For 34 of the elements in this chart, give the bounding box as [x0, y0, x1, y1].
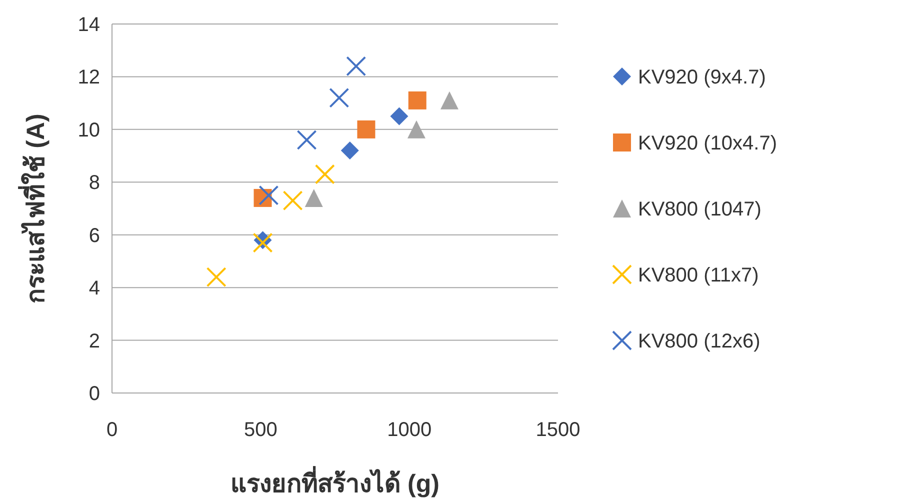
- x-tick-label: 1500: [536, 419, 580, 441]
- legend-label: KV920 (10x4.7): [638, 132, 777, 154]
- point: [282, 190, 303, 211]
- point: [296, 130, 317, 150]
- y-axis-title: กระแสไฟที่ใช้ (A): [18, 114, 50, 304]
- y-tick-label: 6: [88, 224, 100, 247]
- point: [206, 267, 226, 288]
- legend-label: KV800 (12x6): [638, 330, 760, 352]
- point: [304, 188, 323, 207]
- point: [258, 185, 279, 206]
- point: [390, 107, 408, 126]
- y-tick-label: 0: [88, 383, 100, 405]
- point: [408, 91, 426, 110]
- point: [329, 88, 350, 108]
- point: [407, 120, 426, 138]
- point: [340, 142, 359, 160]
- y-tick-label: 10: [78, 119, 100, 142]
- legend-label: KV800 (1047): [638, 198, 762, 220]
- y-tick-label: 8: [88, 172, 100, 194]
- point: [314, 164, 335, 184]
- x-axis-title: แรงยกที่สร้างได้ (g): [230, 466, 440, 498]
- x-tick-label: 0: [106, 419, 118, 441]
- x-tick-label: 500: [244, 419, 278, 441]
- y-tick-label: 2: [88, 330, 100, 352]
- legend-label: KV800 (11x7): [638, 264, 759, 286]
- y-tick-label: 14: [78, 14, 100, 36]
- x-tick-label: 1000: [387, 419, 432, 441]
- point: [440, 91, 458, 110]
- point: [346, 56, 366, 76]
- y-tick-label: 4: [88, 278, 100, 300]
- legend-label: KV920 (9x4.7): [638, 66, 766, 88]
- point: [252, 232, 273, 253]
- point: [357, 120, 376, 138]
- y-tick-label: 12: [78, 66, 100, 89]
